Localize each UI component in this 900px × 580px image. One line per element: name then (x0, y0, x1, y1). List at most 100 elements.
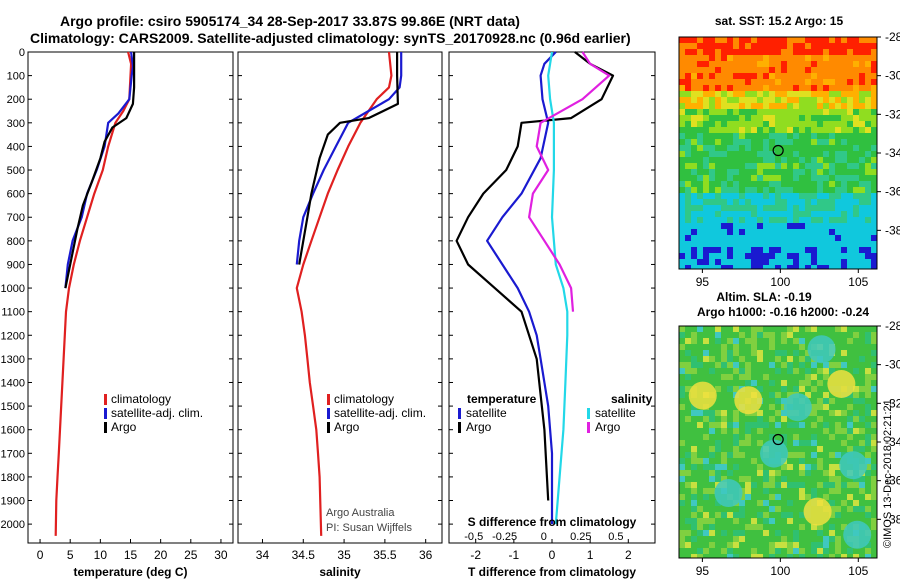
sst-map-cell (847, 145, 853, 151)
sla-map-cell (757, 338, 763, 344)
sst-map-cell (781, 115, 787, 121)
sst-map-cell (793, 67, 799, 73)
series-line-t-satellite (486, 51, 557, 525)
sst-map-cell (829, 121, 835, 127)
sst-map-cell (817, 145, 823, 151)
sst-map-cell (757, 67, 763, 73)
sla-map-cell (721, 530, 727, 536)
sst-map-cell (715, 193, 721, 199)
sla-map-cell (799, 350, 805, 356)
sla-map-cell (721, 374, 727, 380)
sst-map-cell (703, 97, 709, 103)
sst-map-cell (733, 259, 739, 265)
sst-map-cell (841, 163, 847, 169)
series-line-satellite-adj-clim- (295, 52, 403, 265)
sst-map-cell (703, 67, 709, 73)
sla-map-cell (865, 512, 871, 518)
sla-map-cell (805, 422, 811, 428)
sla-map-cell (823, 386, 829, 392)
sst-map-cell (787, 199, 793, 205)
sst-map-cell (709, 253, 715, 259)
sst-map-cell (769, 229, 775, 235)
sst-map-cell (715, 169, 721, 175)
sst-map-cell (763, 247, 769, 253)
sla-map-cell (703, 440, 709, 446)
sla-map-cell (847, 440, 853, 446)
sst-map-cell (709, 157, 715, 163)
sla-map-cell (679, 392, 685, 398)
sla-map-cell (799, 422, 805, 428)
sst-map-cell (775, 115, 781, 121)
sla-map-cell (709, 524, 715, 530)
sla-map-cell (709, 548, 715, 554)
sst-map-cell (709, 265, 715, 269)
sst-map-cell (775, 175, 781, 181)
sla-map-cell (811, 422, 817, 428)
sst-map-cell (739, 91, 745, 97)
sla-map-cell (757, 500, 763, 506)
sla-map-cell (715, 392, 721, 398)
sst-map-cell (817, 199, 823, 205)
sla-map-cell (817, 326, 823, 332)
sla-map-cell (739, 356, 745, 362)
sla-map-cell (727, 350, 733, 356)
sla-map-cell (841, 338, 847, 344)
sla-map-cell (727, 326, 733, 332)
sla-map-cell (799, 554, 805, 558)
sla-map-cell (871, 338, 877, 344)
sla-map-cell (775, 488, 781, 494)
sst-map-cell (745, 127, 751, 133)
sst-map-cell (853, 175, 859, 181)
sla-map-cell (763, 506, 769, 512)
sst-map-cell (805, 205, 811, 211)
sla-map-cell (847, 518, 853, 524)
sla-map-cell (733, 404, 739, 410)
sla-map-cell (811, 488, 817, 494)
sla-map-cell (703, 500, 709, 506)
sst-map-cell (835, 85, 841, 91)
sst-map-cell (739, 43, 745, 49)
sla-map-cell (685, 386, 691, 392)
sst-map-cell (835, 91, 841, 97)
sla-map-cell (841, 518, 847, 524)
sla-map-cell (727, 506, 733, 512)
sla-map-cell (739, 350, 745, 356)
sst-map-cell (781, 217, 787, 223)
sla-map-cell (763, 488, 769, 494)
series-line-climatology (295, 51, 393, 536)
sst-map-cell (781, 133, 787, 139)
sst-map-cell (727, 241, 733, 247)
sla-map-cell (721, 350, 727, 356)
sst-map-cell (823, 79, 829, 85)
sla-map-cell (859, 428, 865, 434)
x-tick-label: 36 (419, 548, 433, 562)
sla-map-cell (739, 518, 745, 524)
sst-map-cell (811, 253, 817, 259)
sla-map-cell (859, 398, 865, 404)
sla-map-cell (787, 332, 793, 338)
sla-map-cell (811, 548, 817, 554)
sla-map-cell (835, 332, 841, 338)
sst-map-cell (733, 61, 739, 67)
sla-map-cell (715, 380, 721, 386)
sst-map-cell (787, 97, 793, 103)
x-tick-label: 1 (587, 548, 594, 562)
sst-map-cell (829, 61, 835, 67)
sst-map-cell (763, 43, 769, 49)
sst-map-cell (811, 55, 817, 61)
sst-map-cell (835, 157, 841, 163)
sst-map-cell (697, 157, 703, 163)
sla-map-cell (763, 476, 769, 482)
sst-map-cell (697, 235, 703, 241)
sst-map-cell (709, 61, 715, 67)
sst-map-cell (805, 247, 811, 253)
sst-map-cell (769, 217, 775, 223)
sst-map-cell (739, 241, 745, 247)
sst-map-cell (715, 43, 721, 49)
sla-map-cell (847, 398, 853, 404)
sla-map-cell (751, 488, 757, 494)
sst-map-cell (679, 121, 685, 127)
x-tick-label: -2 (470, 548, 481, 562)
sst-map-cell (835, 187, 841, 193)
sst-map-cell (805, 211, 811, 217)
